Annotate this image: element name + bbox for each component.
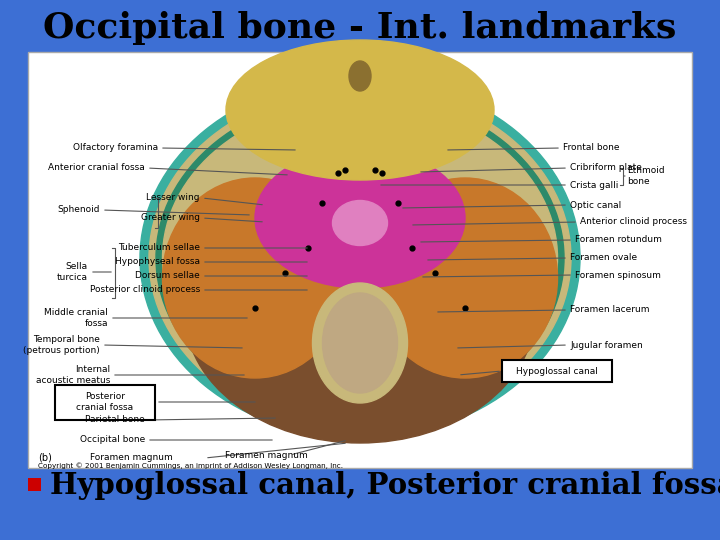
Text: (b): (b) xyxy=(38,453,52,463)
Ellipse shape xyxy=(149,87,571,429)
Ellipse shape xyxy=(312,283,408,403)
Ellipse shape xyxy=(226,40,494,180)
Text: Copyright © 2001 Benjamin Cummings, an imprint of Addison Wesley Longman, Inc.: Copyright © 2001 Benjamin Cummings, an i… xyxy=(38,462,343,469)
Text: Occipital bone: Occipital bone xyxy=(80,435,145,444)
Ellipse shape xyxy=(163,178,348,378)
Text: Greater wing: Greater wing xyxy=(141,213,200,222)
Text: Internal
acoustic meatus: Internal acoustic meatus xyxy=(35,365,110,384)
Text: Optic canal: Optic canal xyxy=(570,200,621,210)
Ellipse shape xyxy=(323,293,397,393)
Text: Posterior clinoid process: Posterior clinoid process xyxy=(90,286,200,294)
Text: Crista galli: Crista galli xyxy=(570,180,618,190)
Ellipse shape xyxy=(156,94,564,422)
Text: Anterior cranial fossa: Anterior cranial fossa xyxy=(48,164,145,172)
Bar xyxy=(28,478,41,491)
Text: Parietal bone: Parietal bone xyxy=(85,415,145,424)
Text: Hypophyseal fossa: Hypophyseal fossa xyxy=(115,258,200,267)
Text: Jugular foramen: Jugular foramen xyxy=(570,341,643,349)
Text: Foramen lacerum: Foramen lacerum xyxy=(570,306,649,314)
Bar xyxy=(28,52,692,468)
Text: Dorsum sellae: Dorsum sellae xyxy=(135,272,200,280)
Text: Posterior
cranial fossa: Posterior cranial fossa xyxy=(76,392,134,411)
Text: Hypoglossal canal: Hypoglossal canal xyxy=(516,367,598,375)
Text: Ethmoid
bone: Ethmoid bone xyxy=(627,166,665,186)
Ellipse shape xyxy=(333,200,387,246)
Ellipse shape xyxy=(372,178,557,378)
Text: Occipital bone - Int. landmarks: Occipital bone - Int. landmarks xyxy=(43,11,677,45)
Text: Cribriform plate: Cribriform plate xyxy=(570,164,642,172)
Text: Tuberculum sellae: Tuberculum sellae xyxy=(118,244,200,253)
Text: Hypoglossal canal, Posterior cranial fossa: Hypoglossal canal, Posterior cranial fos… xyxy=(50,470,720,500)
Text: Sella
turcica: Sella turcica xyxy=(57,262,88,282)
Text: Foramen ovale: Foramen ovale xyxy=(570,253,637,262)
Bar xyxy=(502,360,612,382)
Text: Sphenoid: Sphenoid xyxy=(58,206,100,214)
Text: Foramen rotundum: Foramen rotundum xyxy=(575,235,662,245)
Ellipse shape xyxy=(255,148,465,288)
Text: Foramen magnum: Foramen magnum xyxy=(90,454,173,462)
Bar xyxy=(55,385,155,420)
Text: Temporal bone
(petrous portion): Temporal bone (petrous portion) xyxy=(23,335,100,355)
Text: Foramen magnum: Foramen magnum xyxy=(225,450,307,460)
Text: Lesser wing: Lesser wing xyxy=(146,193,200,202)
Ellipse shape xyxy=(140,78,580,438)
Text: Foramen spinosum: Foramen spinosum xyxy=(575,271,661,280)
Text: Frontal bone: Frontal bone xyxy=(563,144,619,152)
Ellipse shape xyxy=(349,61,371,91)
Ellipse shape xyxy=(163,100,557,415)
Ellipse shape xyxy=(185,183,535,443)
Text: Olfactory foramina: Olfactory foramina xyxy=(73,144,158,152)
Text: Middle cranial
fossa: Middle cranial fossa xyxy=(44,308,108,328)
Text: Anterior clinoid process: Anterior clinoid process xyxy=(580,218,687,226)
